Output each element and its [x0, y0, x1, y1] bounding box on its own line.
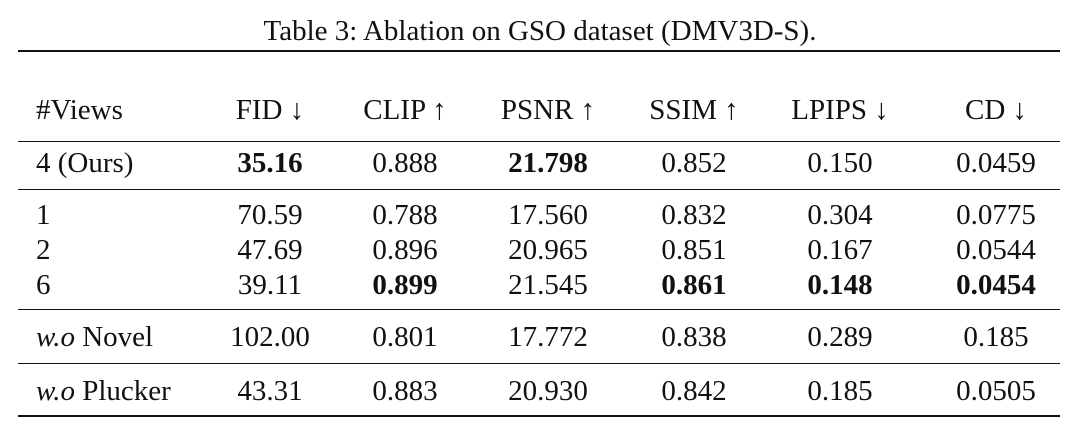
table-cell: 47.69 [237, 234, 303, 266]
group-rule-2 [18, 309, 1060, 311]
table-cell: 0.0775 [956, 199, 1036, 231]
table-cell: 0.185 [807, 375, 873, 407]
table-cell: 0.832 [661, 199, 727, 231]
table-cell: 70.59 [237, 199, 303, 231]
table-cell: 20.930 [508, 375, 588, 407]
row-label-text: 2 [36, 234, 51, 266]
row-label-text: 4 (Ours) [36, 147, 134, 179]
table-cell: 102.00 [230, 321, 310, 353]
column-header-6: CD ↓ [964, 94, 1028, 126]
table-cell: 0.842 [661, 375, 727, 407]
table-cell: 20.965 [508, 234, 588, 266]
row-label: w.o Novel [36, 319, 153, 355]
table-cell: 0.185 [963, 321, 1029, 353]
row-label-italic: w.o [36, 375, 75, 407]
table-cell: 0.0454 [956, 269, 1036, 301]
table-cell: 17.772 [508, 321, 588, 353]
table-cell: 21.798 [508, 147, 588, 179]
table-cell: 0.801 [372, 321, 438, 353]
table-cell: 0.883 [372, 375, 438, 407]
column-header-1: FID ↓ [235, 94, 305, 126]
table-cell: 0.896 [372, 234, 438, 266]
table-cell: 43.31 [237, 375, 303, 407]
table-cell: 21.545 [508, 269, 588, 301]
row-label-text: Novel [74, 321, 154, 353]
row-label-text: Plucker [74, 375, 171, 407]
row-label: 1 [36, 197, 51, 233]
column-header-3: PSNR ↑ [500, 94, 596, 126]
column-header-5: LPIPS ↓ [791, 94, 889, 126]
row-label: w.o Plucker [36, 373, 171, 409]
table-cell: 0.852 [661, 147, 727, 179]
header-rule [18, 141, 1060, 143]
row-label-text: 1 [36, 199, 51, 231]
column-header-2: CLIP ↑ [363, 94, 447, 126]
group-rule-1 [18, 189, 1060, 191]
table-cell: 0.788 [372, 199, 438, 231]
column-header-4: SSIM ↑ [649, 94, 739, 126]
row-label: 4 (Ours) [36, 145, 133, 181]
row-label: 2 [36, 232, 51, 268]
row-label: 6 [36, 267, 51, 303]
row-label-text: 6 [36, 269, 51, 301]
row-label-italic: w.o [36, 321, 75, 353]
table-cell: 0.861 [661, 269, 727, 301]
table-cell: 0.304 [807, 199, 873, 231]
table-cell: 17.560 [508, 199, 588, 231]
bottom-rule [18, 415, 1060, 418]
table-cell: 0.899 [372, 269, 438, 301]
top-rule [18, 50, 1060, 53]
table-cell: 0.289 [807, 321, 873, 353]
table-cell: 35.16 [237, 147, 303, 179]
table-cell: 0.0459 [956, 147, 1036, 179]
table-cell: 39.11 [237, 269, 303, 301]
table-cell: 0.167 [807, 234, 873, 266]
table-caption: Table 3: Ablation on GSO dataset (DMV3D-… [263, 15, 817, 47]
table-cell: 0.148 [807, 269, 873, 301]
column-header-views: #Views [36, 94, 123, 126]
table-cell: 0.838 [661, 321, 727, 353]
table-cell: 0.851 [661, 234, 727, 266]
table-cell: 0.0505 [956, 375, 1036, 407]
table-cell: 0.0544 [956, 234, 1036, 266]
group-rule-3 [18, 363, 1060, 365]
table-cell: 0.888 [372, 147, 438, 179]
table-cell: 0.150 [807, 147, 873, 179]
